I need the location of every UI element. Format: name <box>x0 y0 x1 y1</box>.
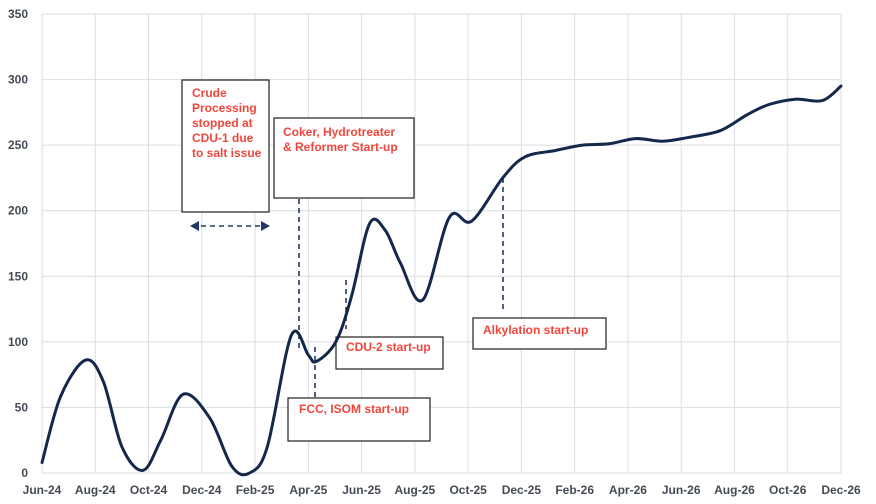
annotation-box <box>335 336 444 370</box>
annotation-text: FCC, ISOM start-up <box>299 402 409 416</box>
x-tick-label: Apr-26 <box>609 483 647 497</box>
x-tick-label: Jun-25 <box>342 483 381 497</box>
x-tick-label: Aug-25 <box>395 483 436 497</box>
annotation-2: Coker, Hydrotreater& Reformer Start-up <box>273 117 415 199</box>
y-axis-ticks: 0 50 100 150 200 250 300 350 <box>8 7 28 480</box>
annotation-text: Alkylation start-up <box>483 323 588 337</box>
x-tick-label: Dec-24 <box>182 483 222 497</box>
x-tick-label: Dec-25 <box>502 483 542 497</box>
annotation-text: & Reformer Start-up <box>283 140 398 154</box>
annotation-text: Crude <box>192 86 227 100</box>
series-layer <box>40 84 843 477</box>
x-tick-label: Oct-24 <box>130 483 168 497</box>
y-tick-label: 50 <box>15 400 29 414</box>
annotation-box <box>287 397 431 442</box>
annotation-3: CDU-2 start-up <box>335 336 444 370</box>
annotation-text: CDU-2 start-up <box>346 340 431 354</box>
annotation-5: Alkylation start-up <box>472 317 607 350</box>
annotation-4: FCC, ISOM start-up <box>287 397 431 442</box>
annotation-text: Processing <box>192 101 257 115</box>
y-tick-label: 200 <box>8 204 28 218</box>
y-tick-label: 0 <box>21 466 28 480</box>
x-tick-label: Apr-25 <box>289 483 327 497</box>
x-tick-label: Dec-26 <box>821 483 861 497</box>
y-tick-label: 150 <box>8 269 28 283</box>
x-tick-label: Oct-25 <box>449 483 487 497</box>
x-tick-label: Aug-24 <box>75 483 116 497</box>
annotation-box <box>273 117 415 199</box>
annotation-text: to salt issue <box>192 146 262 160</box>
arrowhead-left <box>190 221 199 231</box>
y-tick-label: 300 <box>8 73 28 87</box>
x-axis-ticks: Jun-24 Aug-24 Oct-24 Dec-24 Feb-25 Apr-25 Jun-… <box>23 483 861 497</box>
x-tick-label: Feb-26 <box>555 483 594 497</box>
annotation-box <box>472 317 607 350</box>
annotation-text: Coker, Hydrotreater <box>283 125 395 139</box>
arrowhead-right <box>261 221 270 231</box>
annotation-text: stopped at <box>192 116 253 130</box>
y-tick-label: 350 <box>8 7 28 21</box>
annotation-text: CDU-1 due <box>192 131 254 145</box>
x-tick-label: Aug-26 <box>714 483 755 497</box>
y-tick-label: 250 <box>8 138 28 152</box>
series-line <box>40 84 843 477</box>
y-tick-label: 100 <box>8 335 28 349</box>
x-tick-label: Feb-25 <box>236 483 275 497</box>
x-tick-label: Jun-26 <box>662 483 701 497</box>
annotation-box <box>181 79 270 213</box>
x-tick-label: Jun-24 <box>23 483 62 497</box>
x-tick-label: Oct-26 <box>769 483 807 497</box>
